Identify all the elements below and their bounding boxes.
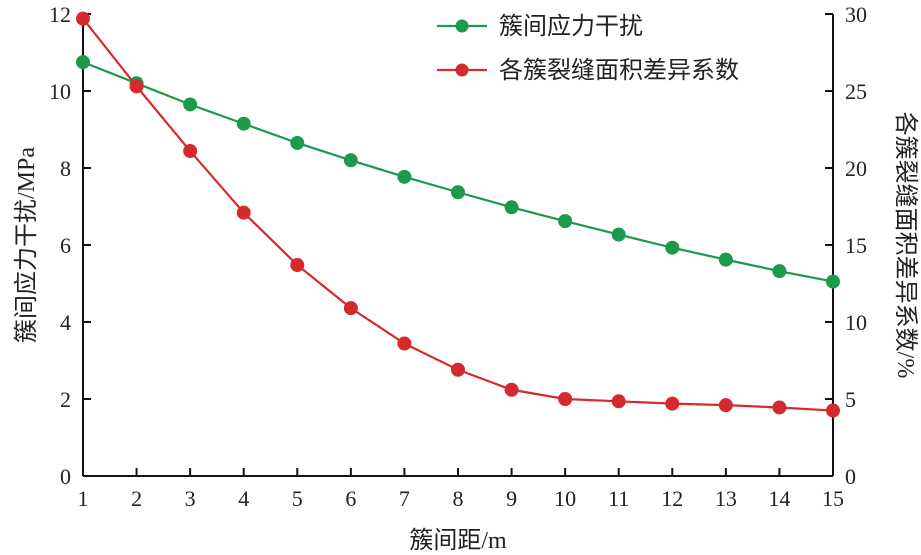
- data-point-area-diff: [397, 336, 412, 351]
- x-tick-label: 6: [345, 486, 356, 511]
- data-point-stress: [76, 55, 90, 70]
- data-point-stress: [183, 97, 198, 112]
- x-tick-label: 2: [131, 486, 142, 511]
- data-point-area-diff: [236, 205, 251, 220]
- x-tick-label: 12: [661, 486, 683, 511]
- data-point-area-diff: [76, 11, 90, 26]
- y2-tick-label: 25: [845, 79, 867, 104]
- series-line-stress: [82, 61, 834, 283]
- x-tick-label: 7: [399, 486, 410, 511]
- data-point-stress: [236, 116, 251, 131]
- data-point-area-diff: [718, 398, 733, 413]
- x-axis-title: 簇间距/m: [409, 527, 507, 554]
- y-tick-label: 4: [60, 310, 71, 335]
- data-point-stress: [290, 135, 305, 150]
- data-point-area-diff: [611, 394, 626, 409]
- y-tick-label: 8: [60, 156, 71, 181]
- y-tick-label: 10: [49, 79, 71, 104]
- left-y-axis-ticks: 0 2 4 6 8 10 12: [49, 2, 91, 489]
- data-point-area-diff: [504, 382, 519, 397]
- x-tick-label: 3: [185, 486, 196, 511]
- y2-tick-label: 30: [845, 2, 867, 27]
- x-tick-label: 8: [453, 486, 464, 511]
- data-point-stress: [558, 214, 573, 229]
- data-point-stress: [826, 274, 840, 289]
- legend: 簇间应力干扰 各簇裂缝面积差异系数: [437, 13, 739, 84]
- data-point-area-diff: [665, 396, 680, 411]
- right-y-axis-ticks: 0 5 10 15 20 25 30: [825, 2, 867, 489]
- x-tick-label: 11: [608, 486, 629, 511]
- data-point-stress: [772, 264, 787, 279]
- data-point-area-diff: [183, 144, 198, 159]
- data-point-area-diff: [772, 400, 787, 415]
- data-point-area-diff: [451, 362, 465, 377]
- y2-tick-label: 5: [845, 387, 856, 412]
- y-tick-label: 6: [60, 233, 71, 258]
- legend-marker-stress: [455, 19, 469, 33]
- data-point-stress: [343, 153, 358, 168]
- legend-item-area-diff: 各簇裂缝面积差异系数: [437, 57, 739, 84]
- data-point-area-diff: [129, 79, 144, 94]
- x-axis-ticks: 1 2 3 4 5 6 7 8 9 10 11 12 13 14 15: [78, 468, 844, 511]
- x-tick-label: 15: [822, 486, 844, 511]
- legend-marker-area-diff: [455, 63, 469, 77]
- data-point-area-diff: [343, 301, 358, 316]
- data-point-stress: [611, 227, 626, 242]
- y2-tick-label: 10: [845, 310, 867, 335]
- y-tick-label: 12: [49, 2, 71, 27]
- y2-tick-label: 0: [845, 464, 856, 489]
- data-point-stress: [397, 169, 412, 184]
- x-tick-label: 5: [292, 486, 303, 511]
- right-y-axis-title: 各簇裂缝面积差异系数/%: [892, 112, 919, 379]
- data-point-area-diff: [558, 392, 573, 406]
- legend-label-area-diff: 各簇裂缝面积差异系数: [499, 57, 739, 84]
- data-point-area-diff: [290, 258, 305, 273]
- x-tick-label: 13: [715, 486, 737, 511]
- data-point-area-diff: [826, 403, 840, 418]
- left-y-axis-title: 簇间应力干扰/MPa: [13, 147, 40, 343]
- x-tick-label: 4: [238, 486, 249, 511]
- data-point-stress: [504, 200, 519, 215]
- x-tick-label: 14: [768, 486, 790, 511]
- data-point-stress: [665, 240, 680, 255]
- x-tick-label: 1: [78, 486, 89, 511]
- series-layer: [76, 11, 840, 418]
- data-point-stress: [718, 252, 733, 267]
- x-tick-label: 10: [554, 486, 576, 511]
- y-tick-label: 0: [60, 464, 71, 489]
- y2-tick-label: 15: [845, 233, 867, 258]
- legend-item-stress: 簇间应力干扰: [437, 13, 643, 40]
- y-tick-label: 2: [60, 387, 71, 412]
- legend-label-stress: 簇间应力干扰: [499, 13, 643, 40]
- x-tick-label: 9: [506, 486, 517, 511]
- y2-tick-label: 20: [845, 156, 867, 181]
- data-point-stress: [451, 185, 465, 200]
